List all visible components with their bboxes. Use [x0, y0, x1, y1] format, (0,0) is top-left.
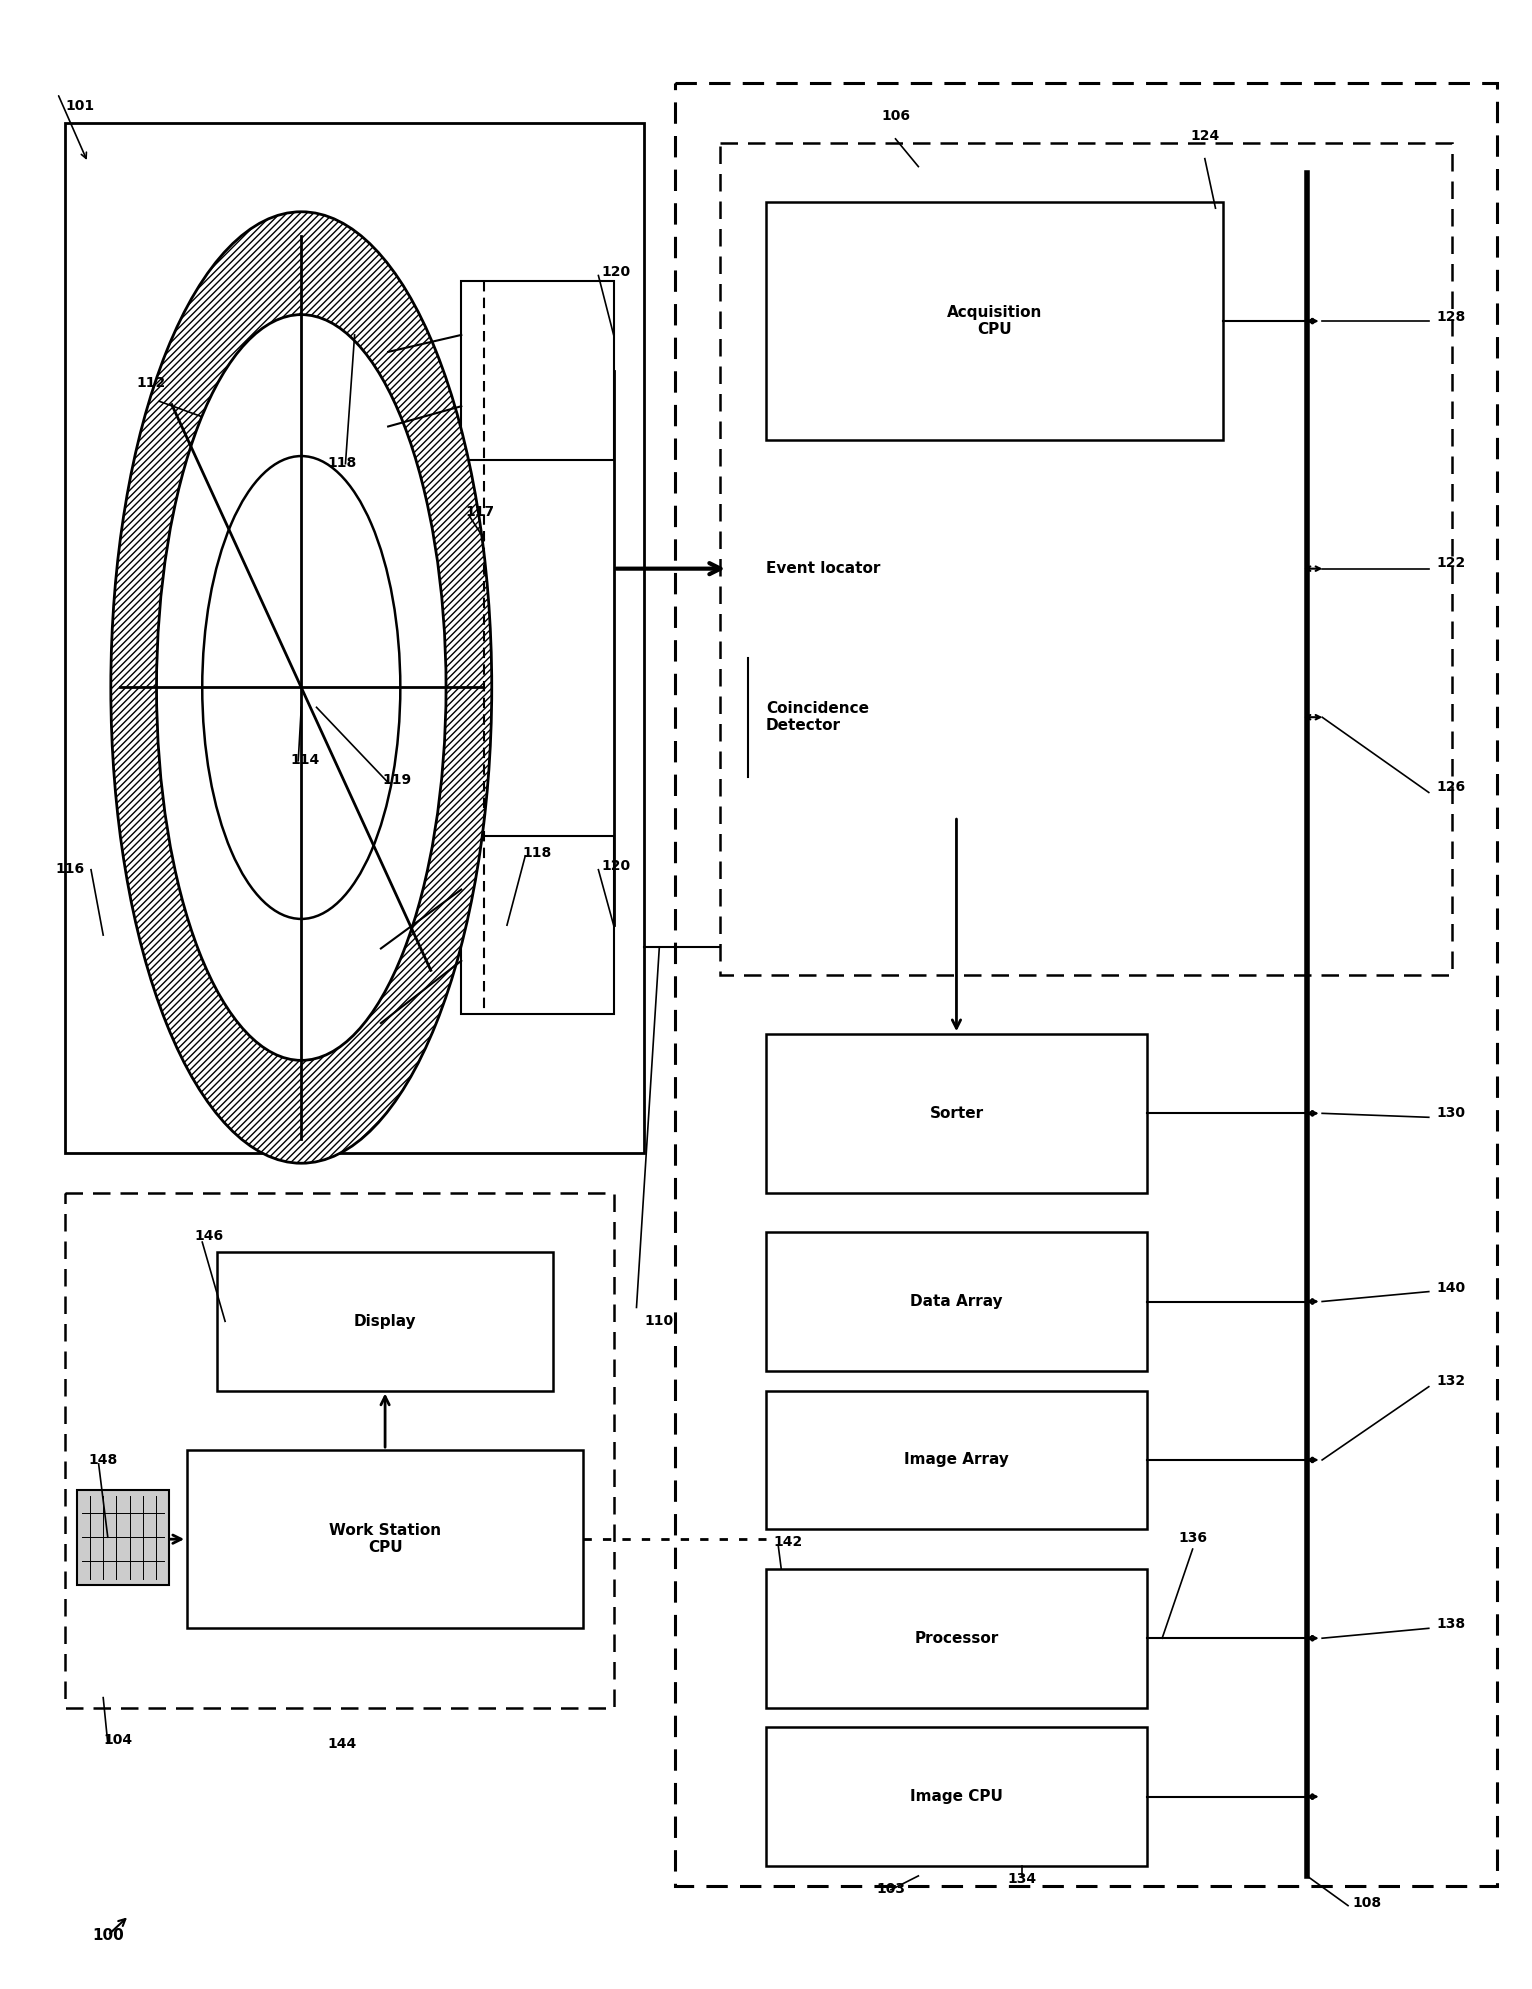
Text: Sorter: Sorter	[930, 1106, 984, 1122]
Ellipse shape	[156, 314, 446, 1060]
Text: 106: 106	[881, 109, 910, 123]
Text: 110: 110	[643, 1315, 673, 1329]
Bar	[66, 1193, 614, 1707]
Text: Acquisition
CPU: Acquisition CPU	[947, 304, 1042, 338]
Text: 144: 144	[328, 1736, 357, 1750]
Text: 146: 146	[195, 1229, 224, 1243]
Text: Data Array: Data Array	[910, 1295, 1003, 1309]
Text: 104: 104	[103, 1732, 132, 1746]
Text: 148: 148	[87, 1452, 118, 1468]
Text: 140: 140	[1437, 1281, 1466, 1295]
Text: Event locator: Event locator	[766, 561, 881, 577]
Text: 118: 118	[328, 455, 357, 469]
Text: 114: 114	[291, 752, 320, 766]
Bar	[766, 1390, 1147, 1530]
Text: 101: 101	[66, 99, 95, 113]
Text: Image Array: Image Array	[904, 1452, 1010, 1468]
Text: 124: 124	[1190, 129, 1219, 143]
Text: 108: 108	[1353, 1896, 1382, 1909]
Text: 136: 136	[1178, 1532, 1207, 1545]
Text: 130: 130	[1437, 1106, 1466, 1120]
Bar	[766, 1726, 1147, 1866]
Text: Image CPU: Image CPU	[910, 1790, 1003, 1804]
Bar	[187, 1450, 584, 1629]
Text: 116: 116	[55, 861, 84, 875]
Text: 100: 100	[92, 1927, 124, 1943]
Bar	[77, 1490, 169, 1585]
Text: 126: 126	[1437, 780, 1466, 794]
Text: Processor: Processor	[915, 1631, 999, 1645]
Bar	[766, 1034, 1147, 1193]
Text: Work Station
CPU: Work Station CPU	[329, 1524, 441, 1555]
Text: 118: 118	[522, 845, 552, 859]
Text: 142: 142	[774, 1536, 803, 1549]
Bar	[766, 1569, 1147, 1707]
Bar	[80, 835, 415, 1034]
Text: 120: 120	[602, 265, 631, 278]
Text: 119: 119	[381, 772, 411, 786]
Text: 128: 128	[1437, 310, 1466, 324]
Bar	[766, 1231, 1147, 1370]
Bar	[720, 143, 1452, 975]
Text: 120: 120	[602, 859, 631, 873]
Bar	[461, 835, 614, 1014]
Bar	[218, 1251, 553, 1390]
Bar	[674, 84, 1497, 1886]
Text: 134: 134	[1008, 1872, 1037, 1886]
Text: Coincidence
Detector: Coincidence Detector	[766, 700, 869, 734]
Text: 138: 138	[1437, 1617, 1466, 1631]
Text: 112: 112	[136, 376, 165, 390]
Bar	[766, 203, 1223, 440]
Text: 132: 132	[1437, 1374, 1466, 1388]
Text: 122: 122	[1437, 555, 1466, 569]
Bar	[66, 123, 643, 1154]
Bar	[461, 282, 614, 459]
Text: 117: 117	[466, 505, 495, 519]
Ellipse shape	[110, 211, 492, 1164]
Text: PET Scanner
Controller: PET Scanner Controller	[199, 921, 297, 951]
Text: 103: 103	[876, 1882, 905, 1896]
Text: Display: Display	[354, 1315, 417, 1329]
